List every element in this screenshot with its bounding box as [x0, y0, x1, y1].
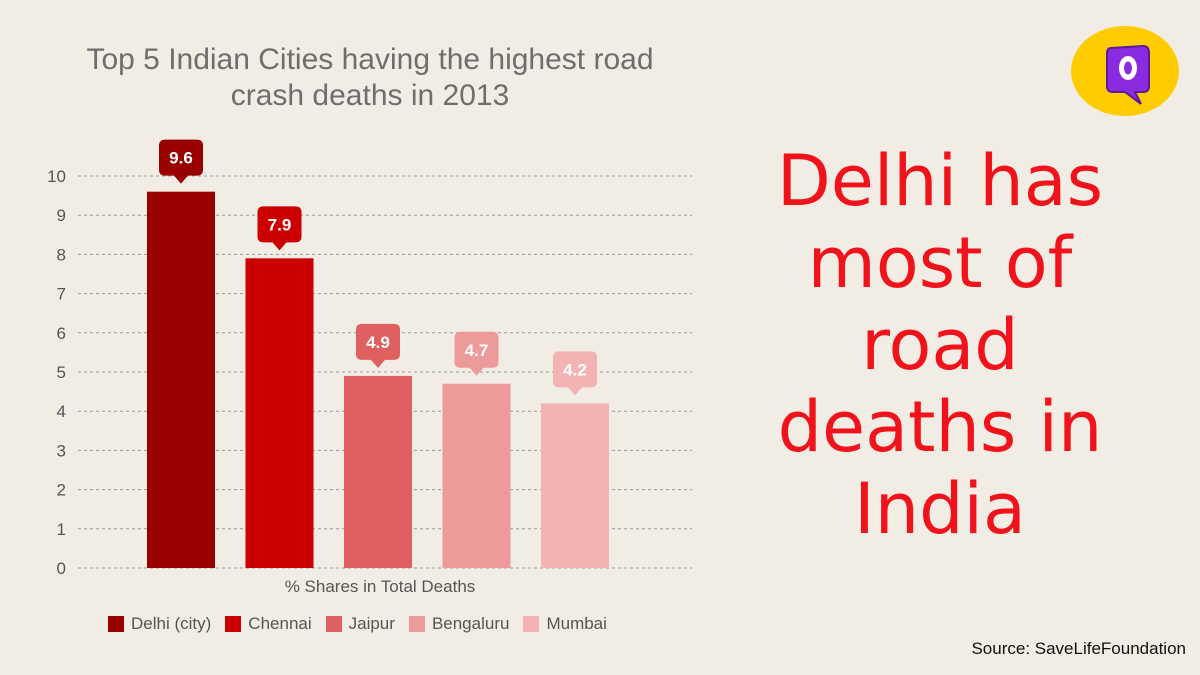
headline-line-5: India	[854, 468, 1026, 550]
legend-label: Delhi (city)	[131, 614, 212, 633]
legend-label: Jaipur	[348, 614, 395, 633]
legend-item: Bengaluru	[408, 614, 510, 634]
legend-label: Chennai	[248, 614, 312, 633]
data-label-bubble	[356, 323, 400, 368]
data-label: 4.2	[563, 360, 587, 379]
legend-item: Chennai	[225, 614, 312, 634]
data-label: 9.6	[169, 149, 193, 168]
headline-line-2: most of	[807, 222, 1073, 304]
bar	[541, 403, 609, 568]
data-labels: 9.6 7.9 4.9 4.7 4.2	[159, 139, 597, 396]
y-tick-label: 6	[57, 324, 66, 343]
y-tick-label: 4	[57, 402, 66, 421]
x-axis-label: % Shares in Total Deaths	[285, 577, 476, 596]
y-tick-label: 9	[57, 206, 66, 225]
source-note: Source: SaveLifeFoundation	[971, 639, 1186, 658]
legend-swatch	[108, 616, 124, 632]
y-tick-label: 5	[57, 363, 66, 382]
y-tick-label: 0	[57, 559, 66, 578]
data-label-bubble	[257, 206, 302, 251]
y-tick-label: 8	[57, 245, 66, 264]
bars	[147, 191, 609, 568]
chart-title: Top 5 Indian Cities having the highest r…	[40, 42, 700, 114]
bar	[245, 258, 314, 568]
legend-swatch	[225, 616, 242, 632]
y-tick-label: 7	[57, 285, 66, 304]
y-tick-label: 10	[47, 167, 66, 186]
legend-swatch	[325, 616, 342, 632]
legend-swatch	[523, 616, 540, 632]
legend-item: Jaipur	[325, 614, 395, 634]
chart-title-line-2: crash deaths in 2013	[230, 79, 510, 112]
y-tick-label: 3	[57, 441, 66, 460]
headline-line-1: Delhi has	[776, 140, 1104, 222]
quint-logo	[1071, 26, 1179, 116]
chart-legend: Delhi (city) Chennai Jaipur Bengaluru Mumbai	[108, 614, 621, 634]
data-label: 4.7	[465, 341, 489, 360]
bar	[344, 375, 412, 568]
legend-item: Delhi (city)	[108, 614, 211, 634]
data-label-bubble	[553, 351, 597, 396]
headline-line-3: road	[861, 304, 1019, 386]
data-label-bubble	[159, 139, 203, 184]
bar	[147, 191, 215, 568]
legend-swatch	[408, 616, 425, 632]
y-tick-label: 2	[57, 481, 66, 500]
bar	[442, 383, 511, 568]
data-label: 4.9	[366, 333, 390, 352]
headline: Delhi has most of road deaths in India	[730, 140, 1150, 550]
chart-title-line-1: Top 5 Indian Cities having the highest r…	[86, 43, 654, 76]
quint-logo-icon	[1106, 44, 1150, 105]
y-tick-label: 1	[57, 520, 66, 539]
headline-line-4: deaths in	[777, 386, 1103, 468]
data-label-bubble	[454, 331, 499, 376]
legend-label: Bengaluru	[431, 614, 510, 633]
legend-item: Mumbai	[523, 614, 607, 634]
legend-label: Mumbai	[546, 614, 607, 633]
data-label: 7.9	[268, 215, 292, 234]
